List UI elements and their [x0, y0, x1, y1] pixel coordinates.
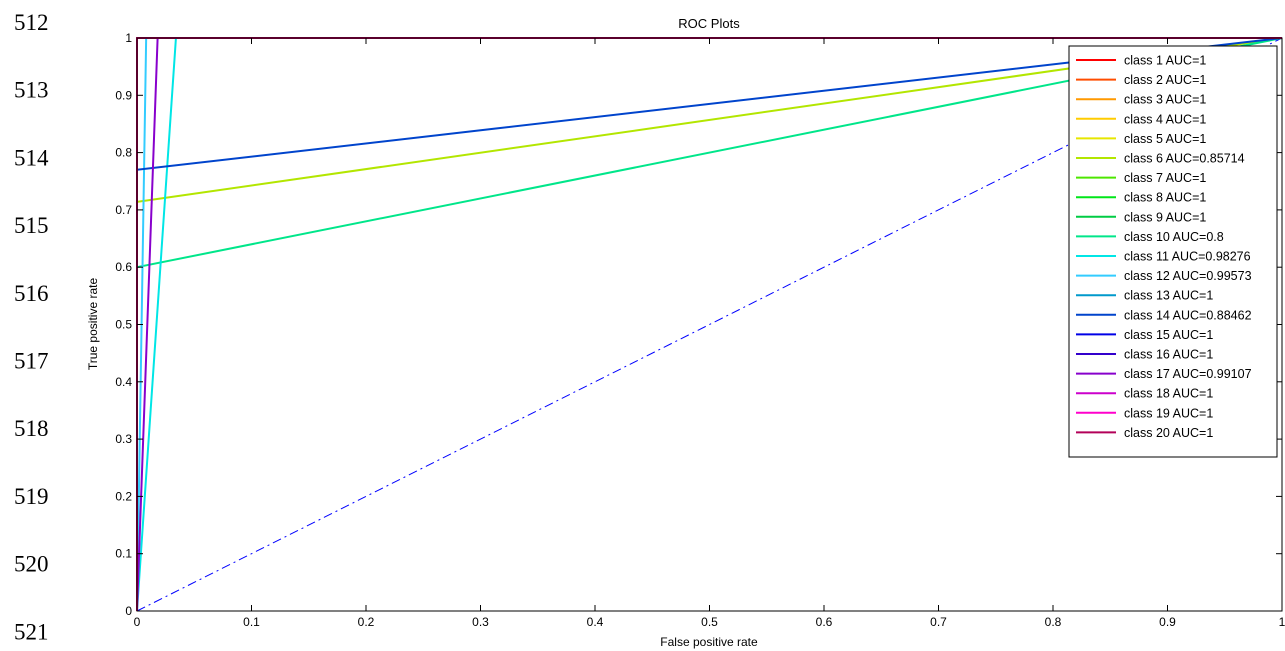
x-tick-label: 0 — [134, 615, 141, 629]
legend-entry: class 13 AUC=1 — [1124, 289, 1213, 303]
y-tick-label: 0.7 — [115, 203, 132, 217]
y-tick-label: 0.1 — [115, 547, 132, 561]
legend-box — [1068, 45, 1278, 458]
legend: class 1 AUC=1 class 2 AUC=1 class 3 AUC=1 c… — [1068, 45, 1278, 458]
y-tick-label: 0.9 — [115, 88, 132, 102]
chart-title: ROC Plots — [678, 16, 740, 31]
legend-entry: class 11 AUC=0.98276 — [1124, 250, 1251, 264]
y-tick-label: 0.6 — [115, 260, 132, 274]
line-numbers: 512 513 514 515 516 517 518 519 520 521 — [14, 10, 49, 644]
y-axis-ticks: 0 0.1 0.2 0.3 0.4 0.5 0.6 0.7 0.8 0.9 1 — [115, 31, 1282, 618]
line-number: 512 — [14, 10, 49, 35]
x-tick-label: 0.2 — [358, 615, 375, 629]
legend-entry: class 4 AUC=1 — [1124, 112, 1206, 126]
y-tick-label: 0.5 — [115, 318, 132, 332]
y-tick-label: 0.2 — [115, 489, 132, 503]
line-number: 520 — [14, 552, 49, 577]
legend-entry: class 19 AUC=1 — [1124, 406, 1213, 420]
line-number: 517 — [14, 349, 49, 374]
y-axis-label: True positive rate — [86, 278, 100, 371]
legend-entry: class 20 AUC=1 — [1124, 426, 1213, 440]
x-tick-label: 0.8 — [1045, 615, 1062, 629]
line-number: 514 — [14, 145, 49, 170]
x-axis-label: False positive rate — [660, 635, 758, 649]
legend-entry: class 15 AUC=1 — [1124, 328, 1213, 342]
y-tick-label: 0.3 — [115, 432, 132, 446]
y-tick-label: 0 — [125, 604, 132, 618]
x-tick-label: 0.9 — [1159, 615, 1176, 629]
legend-entry: class 18 AUC=1 — [1124, 387, 1213, 401]
x-tick-label: 0.6 — [816, 615, 833, 629]
legend-entry: class 8 AUC=1 — [1124, 191, 1206, 205]
legend-entry: class 6 AUC=0.85714 — [1124, 152, 1245, 166]
legend-entry: class 1 AUC=1 — [1124, 54, 1206, 68]
legend-entry: class 16 AUC=1 — [1124, 348, 1213, 362]
legend-entry: class 12 AUC=0.99573 — [1124, 269, 1252, 283]
line-number: 519 — [14, 484, 49, 509]
legend-entry: class 9 AUC=1 — [1124, 210, 1206, 224]
x-tick-label: 0.7 — [930, 615, 947, 629]
x-tick-label: 0.1 — [243, 615, 260, 629]
line-number: 515 — [14, 213, 49, 238]
line-number: 516 — [14, 281, 49, 306]
legend-entry: class 10 AUC=0.8 — [1124, 230, 1224, 244]
x-tick-label: 0.4 — [587, 615, 604, 629]
legend-entry: class 7 AUC=1 — [1124, 171, 1206, 185]
legend-entry: class 2 AUC=1 — [1124, 73, 1206, 87]
y-tick-label: 0.8 — [115, 146, 132, 160]
legend-entry: class 3 AUC=1 — [1124, 93, 1206, 107]
line-number: 513 — [14, 78, 49, 103]
legend-entry: class 5 AUC=1 — [1124, 132, 1206, 146]
y-tick-label: 0.4 — [115, 375, 132, 389]
x-tick-label: 0.3 — [472, 615, 489, 629]
y-tick-label: 1 — [125, 31, 132, 45]
x-axis-ticks: 0 0.1 0.2 0.3 0.4 0.5 0.6 0.7 0.8 0.9 1 — [134, 38, 1285, 629]
x-tick-label: 0.5 — [701, 615, 718, 629]
line-number: 518 — [14, 416, 49, 441]
line-number: 521 — [14, 619, 49, 644]
legend-entry: class 17 AUC=0.99107 — [1124, 367, 1252, 381]
legend-entry: class 14 AUC=0.88462 — [1124, 308, 1252, 322]
legend-items: class 1 AUC=1 class 2 AUC=1 class 3 AUC=1 c… — [1076, 54, 1252, 440]
x-tick-label: 1 — [1279, 615, 1285, 629]
